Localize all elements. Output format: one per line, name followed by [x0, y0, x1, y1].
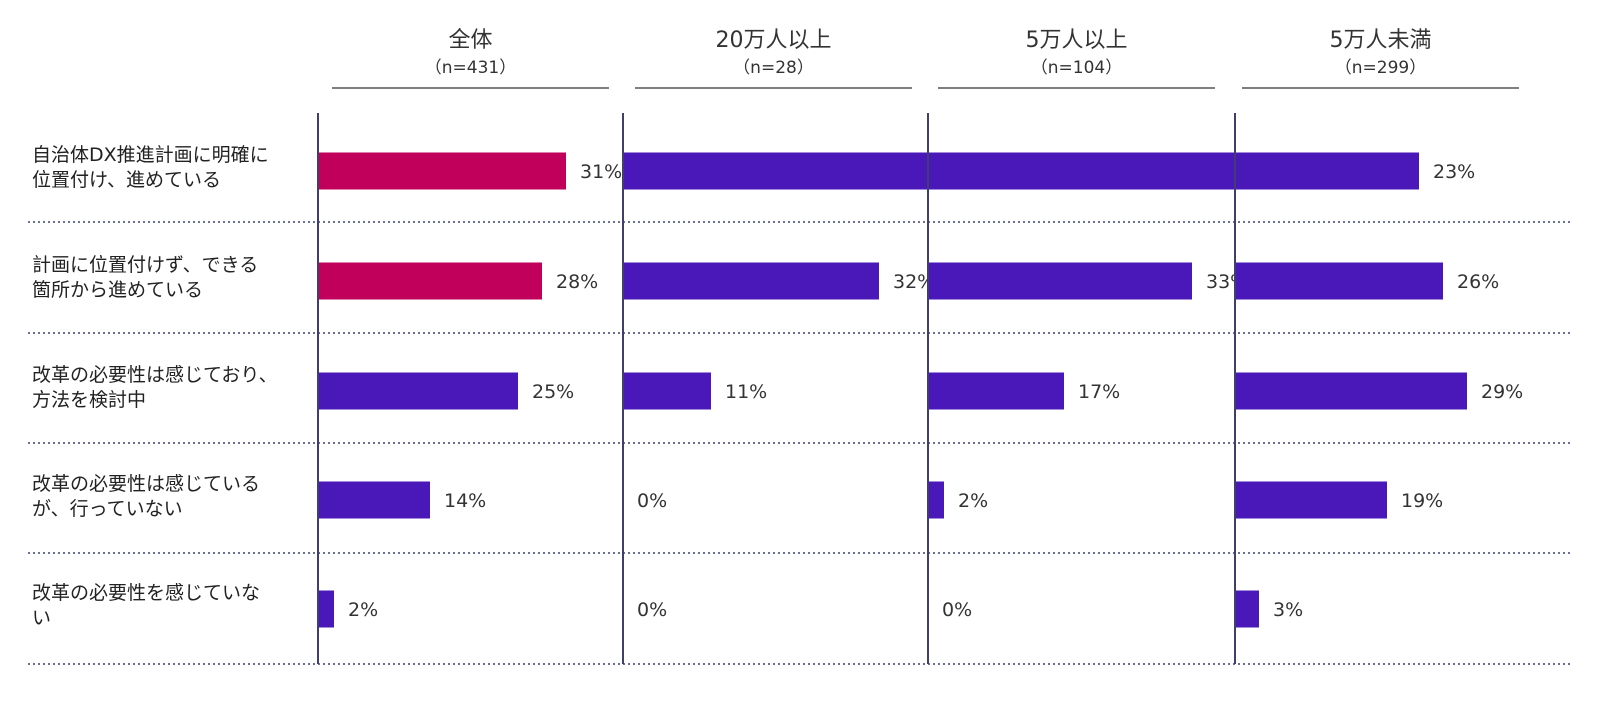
bar: [623, 372, 711, 410]
bar: [318, 152, 566, 190]
value-label: 0%: [942, 599, 972, 621]
bar: [1235, 590, 1259, 628]
value-label: 26%: [1457, 271, 1499, 293]
panel-title: 5万人未満: [1330, 28, 1432, 53]
category-label: 自治体DX推進計画に明確に: [32, 144, 269, 166]
bar: [928, 262, 1192, 300]
panel-title: 5万人以上: [1026, 28, 1128, 53]
value-label: 28%: [556, 271, 598, 293]
value-label: 2%: [958, 490, 988, 512]
category-label: 改革の必要性を感じていな: [32, 582, 260, 604]
bar: [1235, 372, 1467, 410]
bar: [928, 372, 1064, 410]
bar: [318, 590, 334, 628]
value-label: 32%: [893, 271, 935, 293]
bar: [928, 481, 944, 519]
category-label: 改革の必要性は感じており、: [32, 364, 278, 386]
category-label: 方法を検討中: [32, 389, 146, 411]
value-label: 25%: [532, 381, 574, 403]
bar: [623, 262, 879, 300]
panel-title: 全体: [448, 28, 492, 53]
value-label: 11%: [725, 381, 767, 403]
panel-sample-size: （n=299）: [1335, 58, 1426, 78]
category-label: 位置付け、進めている: [32, 169, 221, 191]
bar: [318, 372, 518, 410]
bar: [1235, 481, 1387, 519]
category-label: 計画に位置付けず、できる: [32, 254, 258, 276]
panel-sample-size: （n=104）: [1031, 58, 1122, 78]
value-label: 0%: [637, 599, 667, 621]
value-label: 17%: [1078, 381, 1120, 403]
bar: [1235, 152, 1419, 190]
bar: [318, 262, 542, 300]
value-label: 2%: [348, 599, 378, 621]
bar: [318, 481, 430, 519]
value-label: 23%: [1433, 161, 1475, 183]
value-label: 19%: [1401, 490, 1443, 512]
value-label: 14%: [444, 490, 486, 512]
panel-sample-size: （n=28）: [733, 58, 814, 78]
category-label: い: [32, 607, 51, 629]
value-label: 0%: [637, 490, 667, 512]
panel-title: 20万人以上: [716, 28, 832, 53]
value-label: 31%: [580, 161, 622, 183]
category-label: が、行っていない: [32, 498, 183, 520]
panel-sample-size: （n=431）: [425, 58, 516, 78]
category-label: 箇所から進めている: [32, 279, 203, 301]
value-label: 3%: [1273, 599, 1303, 621]
bar: [1235, 262, 1443, 300]
category-label: 改革の必要性は感じている: [32, 473, 260, 495]
value-label: 29%: [1481, 381, 1523, 403]
